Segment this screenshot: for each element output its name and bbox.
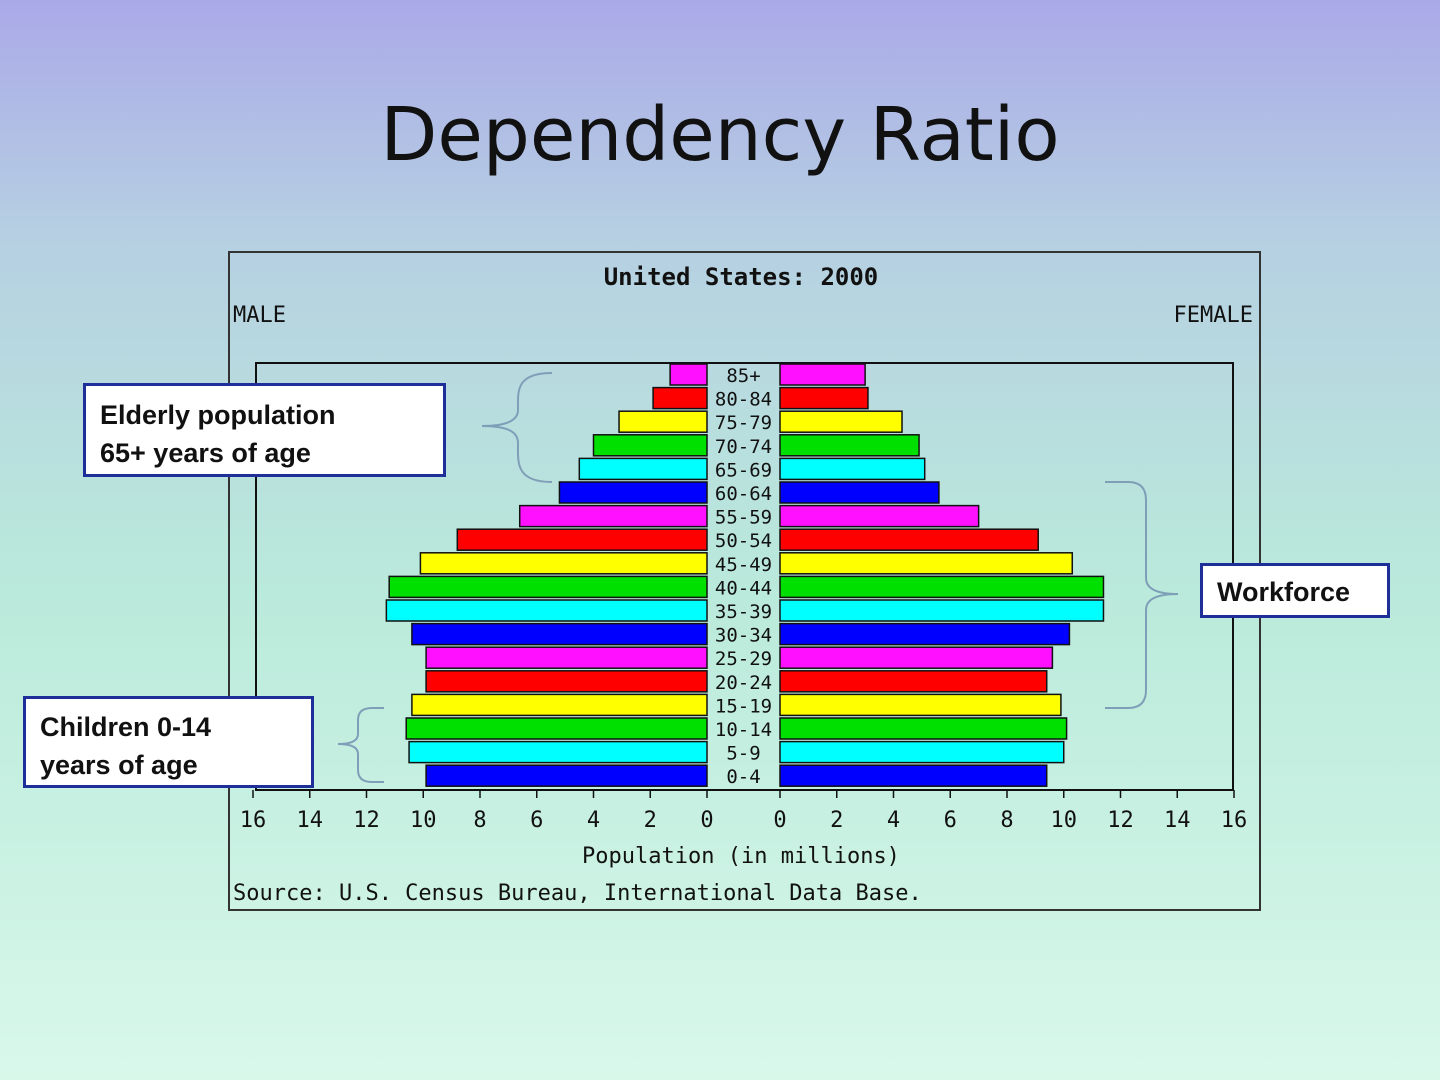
- female-bar-5-9: [779, 740, 1065, 764]
- male-bar-5-9: [408, 740, 708, 764]
- female-bar-50-54: [779, 528, 1039, 551]
- age-label-65-69: 65-69: [715, 459, 772, 481]
- age-label-30-34: 30-34: [715, 625, 772, 647]
- age-label-80-84: 80-84: [715, 389, 772, 411]
- male-bar-75-79: [618, 410, 708, 433]
- male-bar-20-24: [425, 670, 708, 693]
- female-bar-60-64: [779, 481, 940, 504]
- female-bar-35-39: [779, 599, 1105, 622]
- female-tick-label-12: 12: [1107, 808, 1134, 833]
- female-bar-55-59: [779, 504, 980, 528]
- male-bar-80-84: [652, 386, 708, 410]
- male-tick-label-6: 6: [530, 808, 543, 833]
- female-bar-40-44: [779, 575, 1105, 599]
- slide-title: Dependency Ratio: [380, 92, 1060, 178]
- male-bar-70-74: [592, 434, 708, 457]
- source-note: Source: U.S. Census Bureau, Internationa…: [233, 881, 922, 906]
- male-bar-15-19: [411, 693, 708, 717]
- age-label-55-59: 55-59: [715, 507, 772, 529]
- x-axis-label: Population (in millions): [582, 844, 900, 869]
- elderly-brace: [481, 372, 553, 483]
- male-tick-label-2: 2: [644, 808, 657, 833]
- male-bar-25-29: [425, 646, 708, 669]
- workforce-callout-line-1: Workforce: [1217, 577, 1351, 607]
- female-tick-label-0: 0: [773, 808, 786, 833]
- female-bar-45-49: [779, 552, 1074, 575]
- male-bar-65-69: [578, 457, 708, 481]
- female-tick-label-16: 16: [1221, 808, 1248, 833]
- male-tick-label-4: 4: [587, 808, 600, 833]
- female-bar-25-29: [779, 646, 1054, 669]
- age-label-5-9: 5-9: [726, 743, 760, 765]
- workforce-callout: Workforce: [1200, 563, 1390, 618]
- chart-title: United States: 2000: [604, 263, 879, 291]
- male-tick-label-8: 8: [473, 808, 486, 833]
- children-brace: [337, 707, 384, 783]
- male-bar-85+: [669, 363, 708, 386]
- female-tick-label-6: 6: [944, 808, 957, 833]
- female-tick-label-8: 8: [1000, 808, 1013, 833]
- male-bar-35-39: [385, 599, 708, 622]
- female-label: FEMALE: [1174, 303, 1253, 328]
- male-tick-label-10: 10: [410, 808, 437, 833]
- female-bar-75-79: [779, 410, 903, 433]
- children-callout-line-1: Children 0-14: [40, 712, 212, 742]
- male-tick-label-14: 14: [297, 808, 324, 833]
- female-bar-65-69: [779, 457, 926, 481]
- elderly-callout: Elderly population 65+ years of age: [83, 383, 446, 477]
- male-bar-50-54: [456, 528, 708, 551]
- age-label-75-79: 75-79: [715, 412, 772, 434]
- female-bar-30-34: [779, 622, 1071, 646]
- age-label-45-49: 45-49: [715, 554, 772, 576]
- female-tick-label-14: 14: [1164, 808, 1191, 833]
- male-bar-40-44: [388, 575, 708, 599]
- female-tick-label-2: 2: [830, 808, 843, 833]
- age-label-0-4: 0-4: [726, 766, 760, 788]
- female-bar-15-19: [779, 693, 1062, 717]
- male-tick-label-12: 12: [353, 808, 380, 833]
- age-label-25-29: 25-29: [715, 648, 772, 670]
- age-label-40-44: 40-44: [715, 577, 772, 599]
- elderly-callout-line-1: Elderly population: [100, 400, 336, 430]
- elderly-callout-line-2: 65+ years of age: [100, 438, 311, 468]
- female-bar-0-4: [779, 764, 1048, 787]
- age-label-10-14: 10-14: [715, 719, 772, 741]
- male-tick-label-16: 16: [240, 808, 267, 833]
- male-bar-0-4: [425, 764, 708, 787]
- age-label-35-39: 35-39: [715, 601, 772, 623]
- female-bar-85+: [779, 363, 866, 386]
- male-tick-label-0: 0: [700, 808, 713, 833]
- age-label-50-54: 50-54: [715, 530, 772, 552]
- female-bar-20-24: [779, 670, 1048, 693]
- age-label-60-64: 60-64: [715, 483, 772, 505]
- age-label-20-24: 20-24: [715, 672, 772, 694]
- male-bar-45-49: [419, 552, 708, 575]
- children-callout: Children 0-14 years of age: [23, 696, 314, 788]
- age-label-85+: 85+: [726, 365, 760, 387]
- age-label-70-74: 70-74: [715, 436, 772, 458]
- female-bar-10-14: [779, 717, 1068, 740]
- female-bar-70-74: [779, 434, 920, 457]
- age-label-15-19: 15-19: [715, 695, 772, 717]
- male-bar-55-59: [518, 504, 708, 528]
- children-callout-line-2: years of age: [40, 750, 198, 780]
- female-tick-label-10: 10: [1051, 808, 1078, 833]
- female-bar-80-84: [779, 386, 869, 410]
- female-tick-label-4: 4: [887, 808, 900, 833]
- workforce-brace: [1105, 481, 1179, 709]
- male-bar-30-34: [411, 622, 708, 646]
- male-bar-60-64: [558, 481, 708, 504]
- male-bar-10-14: [405, 717, 708, 740]
- male-label: MALE: [233, 303, 286, 328]
